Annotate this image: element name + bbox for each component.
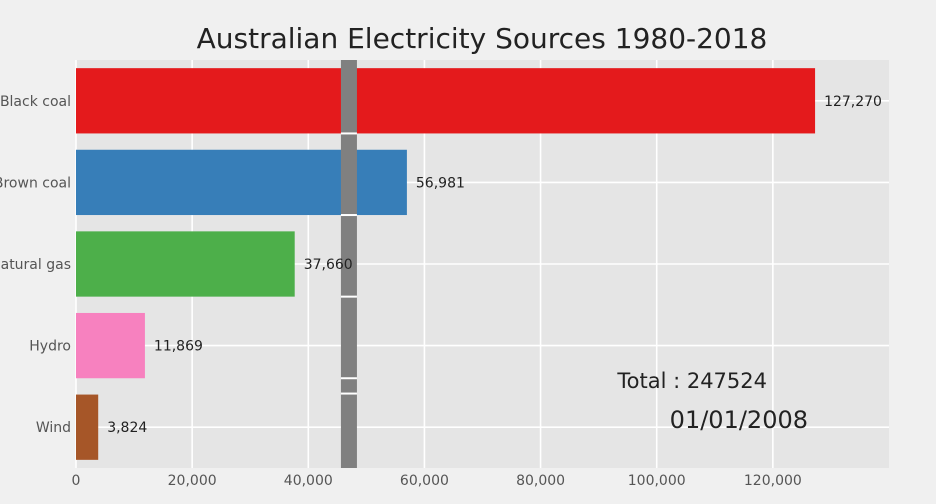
marker-separator-2 bbox=[340, 295, 357, 298]
marker-separator-last bbox=[340, 392, 357, 395]
value-label: 37,660 bbox=[304, 257, 353, 273]
y-tick-label: Natural gas bbox=[0, 257, 71, 273]
x-tick-label: 120,000 bbox=[744, 473, 802, 489]
y-axis-labels: Black coal Brown coal Natural gas Hydro Wind bbox=[0, 94, 71, 436]
y-tick-label: Black coal bbox=[0, 94, 71, 110]
x-tick-label: 100,000 bbox=[628, 473, 686, 489]
value-label: 3,824 bbox=[107, 420, 147, 436]
marker-separator-1 bbox=[340, 214, 357, 217]
bar-hydro bbox=[76, 312, 145, 379]
x-tick-label: 60,000 bbox=[400, 473, 449, 489]
chart-title: Australian Electricity Sources 1980-2018 bbox=[197, 22, 768, 55]
marker-line bbox=[340, 60, 357, 468]
total-annotation: Total : 247524 bbox=[616, 369, 767, 393]
x-tick-label: 80,000 bbox=[516, 473, 565, 489]
marker-separator-3 bbox=[340, 377, 357, 380]
value-label: 127,270 bbox=[824, 94, 882, 110]
y-tick-label: Brown coal bbox=[0, 175, 71, 191]
x-tick-label: 20,000 bbox=[168, 473, 217, 489]
x-axis-tick-labels: 0 20,000 40,000 60,000 80,000 100,000 120,000 bbox=[72, 473, 802, 489]
marker-line-group bbox=[340, 60, 357, 468]
value-label: 11,869 bbox=[154, 339, 203, 355]
x-tick-label: 0 bbox=[72, 473, 81, 489]
y-tick-label: Hydro bbox=[29, 339, 71, 355]
x-tick-label: 40,000 bbox=[284, 473, 333, 489]
bar-black-coal bbox=[76, 68, 816, 134]
bar-wind bbox=[76, 394, 99, 460]
y-tick-label: Wind bbox=[36, 420, 71, 436]
bar-natural-gas bbox=[76, 231, 295, 297]
date-annotation: 01/01/2008 bbox=[670, 406, 808, 434]
marker-separator-0 bbox=[340, 132, 357, 135]
value-label: 56,981 bbox=[416, 175, 465, 191]
bar-brown-coal bbox=[76, 149, 407, 216]
value-labels: 127,270 56,981 37,660 11,869 3,824 bbox=[107, 94, 882, 436]
